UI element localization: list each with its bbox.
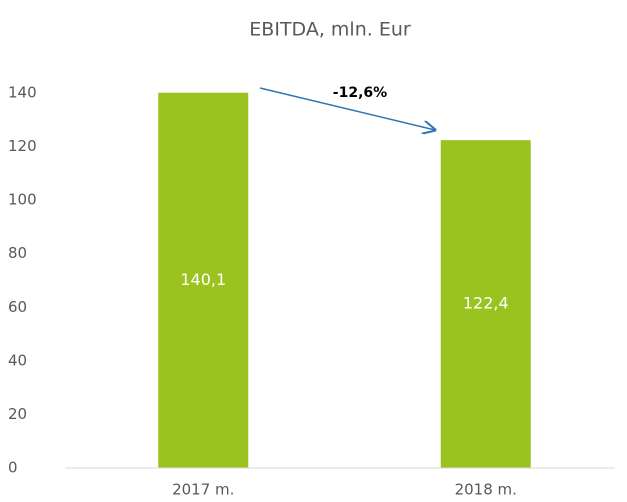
chart-title: EBITDA, mln. Eur: [249, 19, 411, 41]
annotation: -12,6%: [333, 85, 387, 101]
y-tick-label: 20: [8, 405, 27, 423]
y-tick-label: 140: [8, 84, 37, 102]
y-tick-label: 0: [8, 459, 18, 477]
y-tick-label: 100: [8, 191, 37, 209]
y-tick-label: 60: [8, 298, 27, 316]
x-tick-label: 2018 m.: [455, 481, 517, 499]
value-label: 140,1: [180, 270, 226, 289]
bar: [440, 140, 531, 468]
x-tick-label: 2017 m.: [172, 481, 234, 499]
value-label: 122,4: [463, 294, 509, 313]
bar: [158, 92, 249, 468]
y-tick-label: 40: [8, 351, 27, 369]
y-tick-label: 120: [8, 137, 37, 155]
change-arrow: [259, 87, 435, 130]
y-tick-label: 80: [8, 244, 27, 262]
